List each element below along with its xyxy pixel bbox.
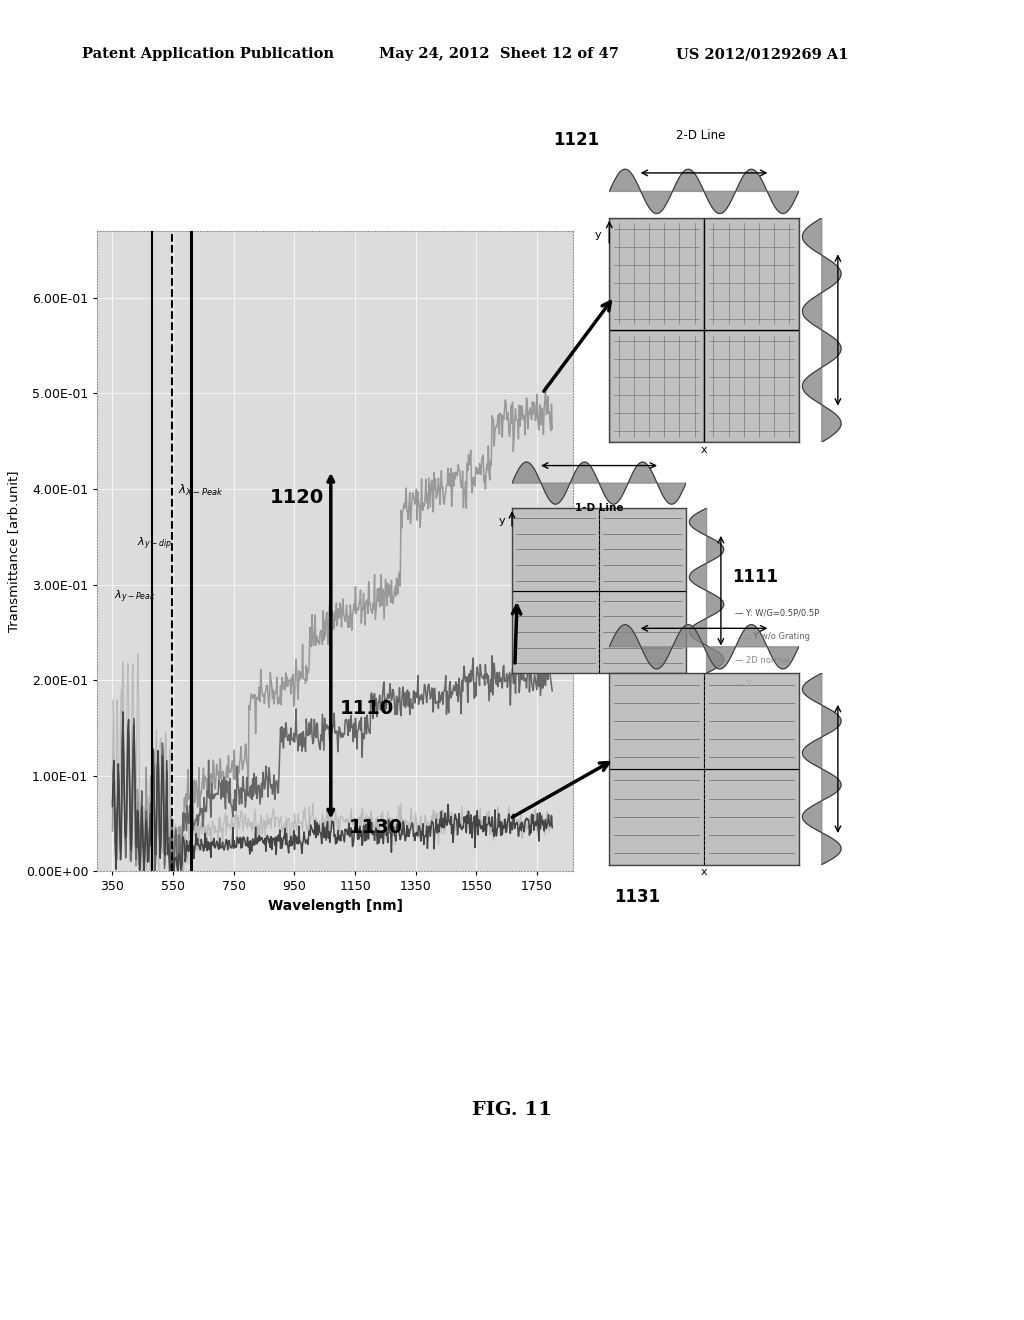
Text: 1-D Line: 1-D Line [574, 503, 624, 513]
Y-axis label: Transmittance [arb.unit]: Transmittance [arb.unit] [7, 470, 20, 632]
Text: US 2012/0129269 A1: US 2012/0129269 A1 [676, 48, 848, 61]
Bar [599, 591, 686, 673]
Text: — X: — X [735, 680, 752, 689]
Text: $\lambda_{y-Peak}$: $\lambda_{y-Peak}$ [114, 589, 157, 605]
Text: y: y [499, 516, 505, 525]
Bar [705, 218, 799, 330]
Text: $\lambda_{y-dip}$: $\lambda_{y-dip}$ [137, 536, 172, 552]
Bar [609, 768, 705, 865]
X-axis label: Wavelength [nm]: Wavelength [nm] [268, 899, 402, 913]
Text: — 2D normal: — 2D normal [735, 656, 791, 665]
Text: FIG. 11: FIG. 11 [472, 1101, 552, 1119]
Text: 1130: 1130 [349, 818, 403, 837]
Bar [705, 768, 799, 865]
Bar [609, 218, 705, 330]
Text: y: y [595, 230, 602, 240]
Bar [705, 673, 799, 768]
Bar [609, 673, 705, 768]
Text: $\lambda_{X-Peak}$: $\lambda_{X-Peak}$ [177, 483, 223, 498]
X-axis label: x: x [700, 867, 708, 878]
X-axis label: x: x [700, 445, 708, 455]
Text: 1120: 1120 [270, 488, 325, 507]
Bar [512, 508, 599, 591]
Text: 1131: 1131 [614, 887, 660, 906]
Text: — Y: W/G=0.5P/0.5P: — Y: W/G=0.5P/0.5P [735, 609, 819, 618]
Bar [705, 330, 799, 442]
Bar [609, 330, 705, 442]
Text: 1121: 1121 [553, 131, 599, 149]
Text: 1110: 1110 [340, 698, 394, 718]
Bar [599, 508, 686, 591]
Text: 2-D Line: 2-D Line [676, 128, 725, 141]
Bar [512, 591, 599, 673]
Text: ...... Y w/o Grating: ...... Y w/o Grating [735, 632, 810, 642]
Text: Patent Application Publication: Patent Application Publication [82, 48, 334, 61]
Text: May 24, 2012  Sheet 12 of 47: May 24, 2012 Sheet 12 of 47 [379, 48, 618, 61]
Text: 1111: 1111 [732, 569, 778, 586]
